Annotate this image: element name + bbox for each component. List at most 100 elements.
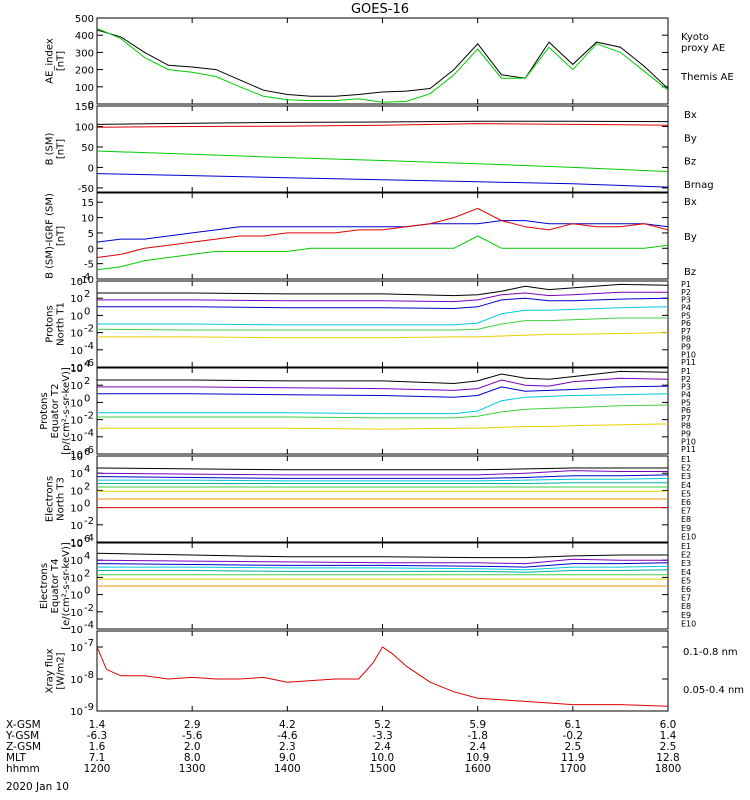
legend-e9: E9	[681, 611, 691, 620]
legend-e3: E3	[681, 559, 691, 568]
ephemeris-value: 10.9	[466, 752, 489, 764]
ephemeris-label-y-gsm: Y-GSM	[5, 730, 39, 742]
legend-0-1-0-8-nm: 0.1-0.8 nm	[683, 647, 738, 658]
panel-2: -50 0 50 100 150 B (SM) [nT] Bx By Bz Brnag	[45, 102, 714, 195]
y-tick-label: 10	[70, 556, 83, 567]
ephemeris-value: 1200	[84, 763, 111, 775]
ephemeris-value: 2.4	[374, 741, 391, 753]
y-tick-label: 100	[75, 83, 94, 94]
series-line-p9	[97, 423, 668, 430]
legend-e9: E9	[681, 524, 691, 533]
ephemeris-value: -0.2	[563, 730, 584, 742]
y-axis-label: Equator T2	[50, 384, 61, 439]
y-tick-label: 10	[70, 504, 83, 515]
series-line-themis-ae	[97, 29, 668, 97]
y-tick-label: 10	[70, 573, 83, 584]
legend-p11: P11	[681, 358, 696, 367]
y-tick-label: 10	[70, 591, 83, 602]
legend-p7: P7	[681, 327, 691, 336]
y-tick-label: 10	[70, 329, 83, 340]
y-tick-exponent: 4	[84, 464, 90, 475]
y-axis-label: [nT]	[56, 226, 67, 246]
y-tick-exponent: -9	[84, 702, 94, 713]
ephemeris-value: 5.2	[374, 719, 391, 731]
y-tick-exponent: 0	[84, 393, 90, 404]
y-tick-label: 300	[75, 48, 94, 59]
legend-bz: Bz	[684, 157, 696, 168]
y-axis-label: [e/(cm²-s-sr-keV)]	[61, 542, 72, 630]
series-line-e1	[97, 552, 668, 559]
series-line-e2	[97, 470, 668, 476]
y-tick-exponent: -4	[84, 428, 94, 439]
panel-frame	[96, 17, 669, 105]
ephemeris-label-z-gsm: Z-GSM	[6, 741, 41, 753]
legend-e1: E1	[681, 542, 691, 551]
y-axis-label: North T3	[56, 477, 67, 521]
series-line-by	[97, 150, 668, 172]
y-tick-exponent: 0	[84, 586, 90, 597]
legend-kyoto: Kyoto	[681, 32, 709, 43]
y-tick-label: 100	[75, 122, 94, 133]
ephemeris-value: 1.6	[89, 741, 106, 753]
y-tick-label: 10	[70, 364, 83, 375]
y-tick-label: 200	[75, 66, 94, 77]
legend-bx: Bx	[684, 197, 697, 208]
legend-e4: E4	[681, 568, 691, 577]
ephemeris-label-hhmm: hhmm	[6, 763, 40, 775]
y-tick-label: 10	[70, 381, 83, 392]
y-tick-label: 10	[70, 608, 83, 619]
series-line-e3	[97, 562, 668, 568]
y-tick-label: 10	[70, 416, 83, 427]
y-tick-label: 10	[70, 469, 83, 480]
ephemeris-value: 11.9	[561, 752, 584, 764]
legend-p3: P3	[681, 383, 691, 392]
y-tick-exponent: -2	[84, 324, 94, 335]
date-label: 2020 Jan 10	[6, 781, 69, 793]
series-line-e5	[97, 569, 668, 573]
y-tick-label: 10	[70, 433, 83, 444]
series-line-p1	[97, 283, 668, 297]
legend-p9: P9	[681, 430, 691, 439]
legend-themis-ae: Themis AE	[680, 72, 734, 83]
legend-e6: E6	[681, 585, 691, 594]
series-line-bx	[97, 220, 668, 243]
ephemeris-value: -5.6	[182, 730, 203, 742]
y-tick-label: 10	[70, 311, 83, 322]
series-line-p3	[97, 297, 668, 310]
ephemeris-value: 2.0	[184, 741, 201, 753]
y-tick-exponent: -6	[84, 358, 94, 369]
legend-p1: P1	[681, 280, 691, 289]
series-line-p7	[97, 317, 668, 331]
y-tick-label: 15	[81, 198, 94, 209]
series-line-by	[97, 235, 668, 271]
y-tick-exponent: -4	[84, 341, 94, 352]
series-line-p3	[97, 385, 668, 398]
legend-p6: P6	[681, 319, 691, 328]
ephemeris-value: 6.0	[660, 719, 677, 731]
legend-p5: P5	[681, 311, 691, 320]
ephemeris-value: 10.0	[371, 752, 394, 764]
y-tick-exponent: 2	[84, 376, 90, 387]
ephemeris-value: 4.2	[279, 719, 296, 731]
y-tick-exponent: 4	[84, 551, 90, 562]
y-axis-label: B (SM)	[45, 132, 56, 165]
y-axis-label: [W/m2]	[56, 652, 67, 689]
y-tick-label: 10	[70, 346, 83, 357]
y-tick-label: 10	[70, 486, 83, 497]
legend-p8: P8	[681, 422, 691, 431]
legend-proxy-ae: proxy AE	[681, 43, 725, 54]
series-line-p7	[97, 404, 668, 419]
y-tick-label: 10	[70, 450, 83, 461]
y-tick-exponent: 4	[84, 272, 90, 283]
ephemeris-value: 6.1	[564, 719, 581, 731]
y-tick-label: 500	[75, 14, 94, 25]
y-tick-exponent: -6	[84, 445, 94, 456]
ephemeris-value: 2.5	[660, 741, 677, 753]
legend-e3: E3	[681, 472, 691, 481]
y-axis-label: Protons	[45, 305, 56, 342]
legend-p8: P8	[681, 335, 691, 344]
y-axis-label: Equator T4	[50, 559, 61, 614]
